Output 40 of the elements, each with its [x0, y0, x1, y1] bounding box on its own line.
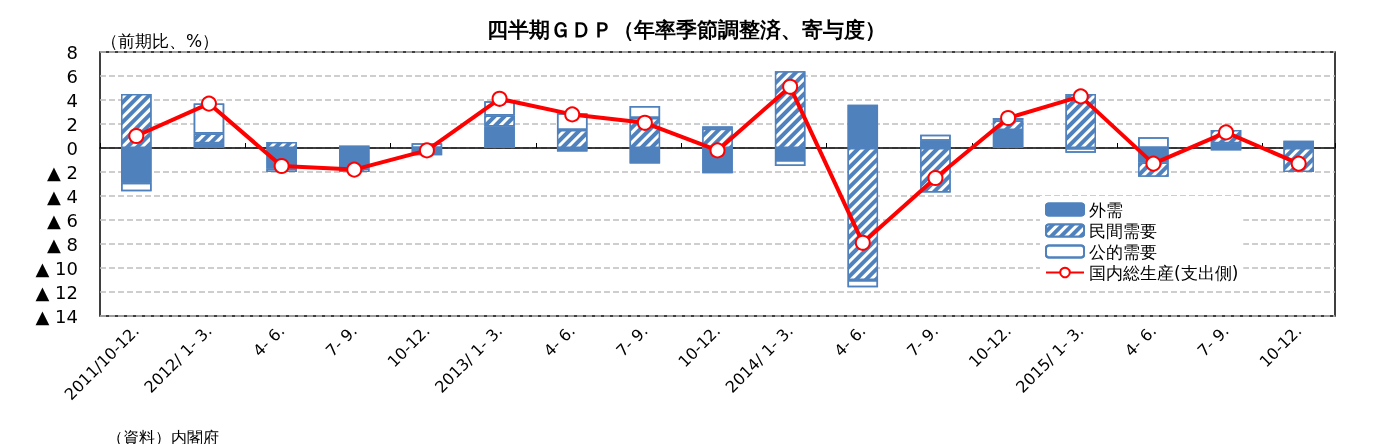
- point: [200, 95, 217, 112]
- y-tick-label: ▲ 6: [46, 209, 78, 231]
- point: [1218, 124, 1235, 141]
- y-tick-label: 8: [66, 41, 78, 63]
- x-tick-label: 4- 6.: [249, 321, 289, 361]
- x-tick-label: 7- 9.: [903, 321, 943, 361]
- y-tick-label: 6: [66, 65, 78, 87]
- y-tick-label: ▲ 4: [46, 185, 78, 207]
- point: [1145, 155, 1162, 172]
- x-tick-label: 4- 6.: [539, 321, 579, 361]
- point: [1000, 110, 1017, 126]
- point: [491, 90, 508, 107]
- y-tick-label: ▲ 14: [35, 305, 78, 327]
- x-tick-label: 7- 9.: [612, 321, 652, 361]
- point: [1072, 88, 1089, 105]
- y-tick-label: ▲ 10: [35, 257, 78, 279]
- legend-label: 国内総生産(支出側): [1089, 262, 1239, 283]
- point: [564, 106, 581, 123]
- y-tick-label: 2: [66, 113, 78, 135]
- x-tick-label: 4- 6.: [1121, 321, 1161, 361]
- point: [709, 142, 726, 159]
- y-tick-label: ▲ 8: [46, 233, 78, 255]
- point: [636, 114, 653, 131]
- y-tick-label: 0: [66, 137, 78, 159]
- point: [346, 161, 363, 178]
- x-tick-label: 7- 9.: [321, 321, 361, 361]
- legend-label: 民間需要: [1089, 220, 1157, 241]
- x-tick-label: 7- 9.: [1193, 321, 1233, 361]
- point: [854, 234, 871, 251]
- point: [418, 142, 435, 159]
- y-tick-label: ▲ 12: [35, 281, 78, 303]
- point: [782, 78, 799, 95]
- legend-label: 公的需要: [1089, 241, 1157, 262]
- x-tick-label: 4- 6.: [830, 321, 870, 361]
- chart-title: 四半期ＧＤＰ（年率季節調整済、寄与度）: [487, 17, 886, 42]
- y-tick-label: ▲ 2: [46, 161, 78, 183]
- point: [128, 128, 145, 144]
- y-axis-title: （前期比、%）: [101, 30, 220, 51]
- legend-label: 外需: [1089, 199, 1123, 220]
- y-tick-label: 4: [66, 89, 78, 111]
